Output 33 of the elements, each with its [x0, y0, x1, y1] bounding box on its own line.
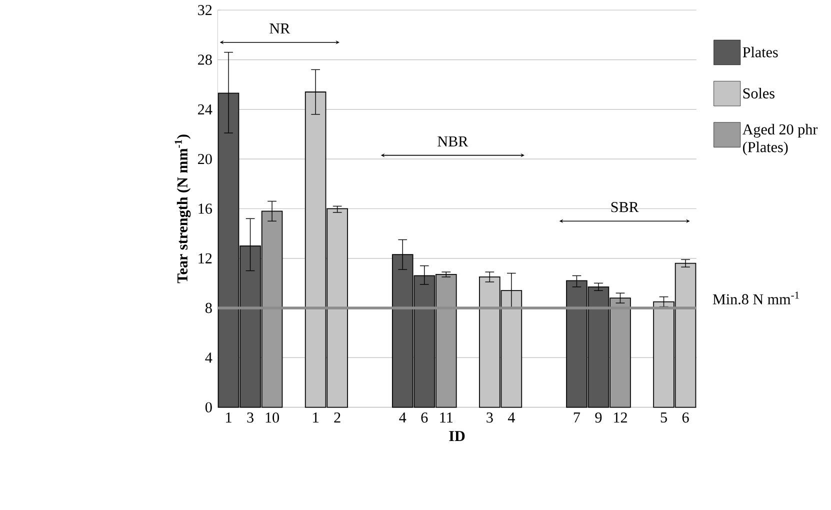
x-tick-label: 1 — [313, 412, 318, 422]
y-tick-label: 24 — [198, 104, 212, 114]
legend-label: Soles — [743, 88, 774, 98]
x-tick-label: 6 — [421, 412, 428, 422]
x-tick-label: 6 — [682, 412, 689, 422]
y-tick-label: 12 — [198, 253, 212, 264]
x-axis-title: ID — [449, 430, 465, 441]
x-tick-label: 9 — [595, 412, 602, 422]
annotation: NBR — [438, 136, 468, 146]
y-axis-title: Tear strength (N mm$^{-1}$) — [174, 134, 191, 284]
y-tick-label: 8 — [205, 302, 212, 313]
annotation: SBR — [611, 202, 639, 212]
x-tick-label: 2 — [334, 412, 340, 422]
x-tick-label: 10 — [266, 412, 280, 423]
annotation: NR — [270, 23, 290, 34]
y-tick-label: 16 — [198, 203, 212, 214]
y-tick-label: 28 — [198, 54, 212, 65]
x-tick-label: 12 — [614, 412, 627, 422]
x-tick-label: 11 — [440, 412, 452, 422]
x-tick-label: 1 — [226, 412, 232, 422]
x-tick-label: 4 — [399, 412, 406, 422]
x-tick-label: 3 — [247, 412, 254, 422]
y-tick-label: 20 — [198, 154, 212, 164]
x-tick-label: 4 — [508, 412, 515, 422]
x-tick-label: 5 — [660, 412, 667, 422]
y-tick-label: 32 — [198, 4, 212, 15]
ref-line-label: Min.8 N mm$^{-1}$ — [712, 292, 799, 304]
x-tick-label: 7 — [574, 412, 580, 422]
y-tick-label: 4 — [205, 352, 212, 362]
legend-label: Aged 20 phr (Plates) — [742, 124, 818, 156]
y-tick-label: 0 — [205, 402, 212, 412]
x-tick-label: 3 — [486, 412, 493, 422]
legend-label: Plates — [742, 46, 778, 58]
